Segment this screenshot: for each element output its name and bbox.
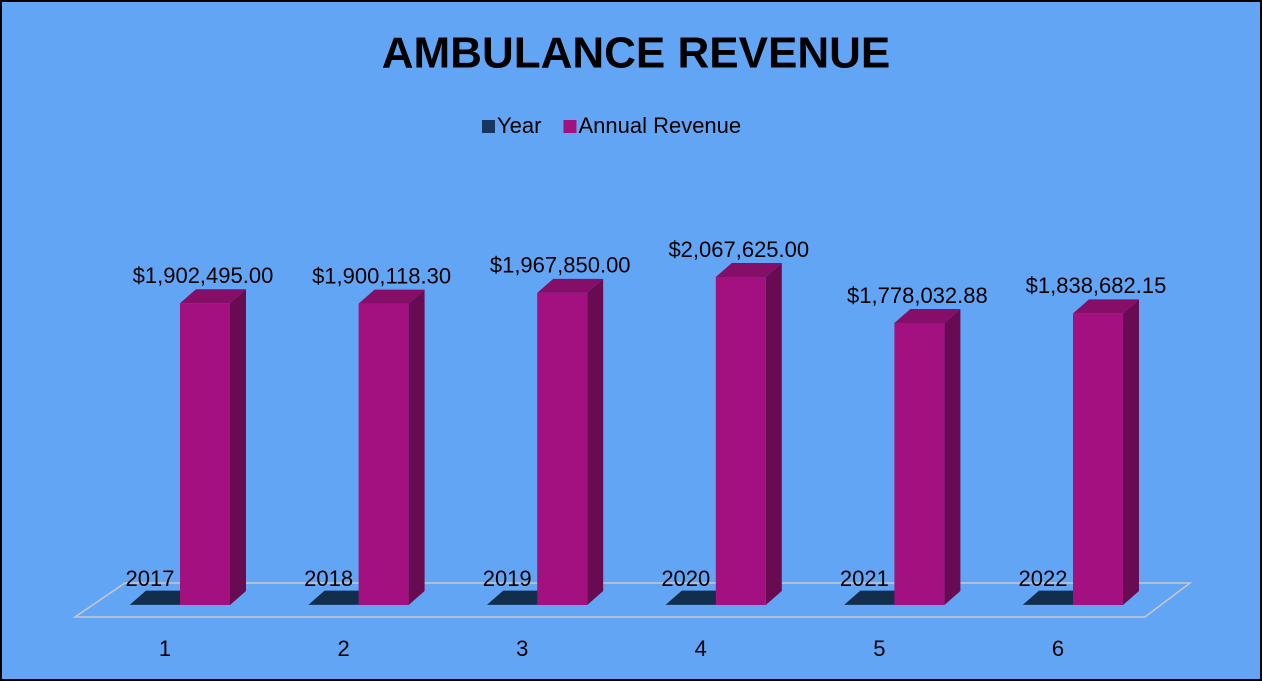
data-label: 2018 (304, 566, 353, 591)
x-tick-label: 6 (1052, 636, 1064, 661)
legend-swatch (482, 120, 495, 133)
bar (894, 308, 961, 605)
data-label: $2,067,625.00 (668, 237, 809, 262)
bar-front (180, 303, 230, 605)
x-tick-label: 2 (337, 636, 349, 661)
bar-side (765, 263, 782, 605)
data-label: $1,967,850.00 (490, 253, 631, 278)
bar-side (230, 289, 246, 605)
bar-front (1073, 313, 1123, 605)
data-label: 2017 (126, 566, 175, 591)
bar-side (408, 289, 425, 605)
data-label: 2022 (1019, 566, 1068, 591)
data-label: $1,838,682.15 (1026, 273, 1167, 298)
x-tick-label: 4 (695, 636, 707, 661)
bar-top (894, 308, 961, 323)
bar-side (587, 278, 604, 605)
bar-front (358, 303, 409, 605)
bar-top (130, 590, 196, 605)
floor (72, 582, 1193, 618)
data-label: $1,902,495.00 (133, 263, 274, 288)
legend-swatch (563, 120, 577, 133)
legend: Year Annual Revenue (482, 113, 741, 138)
bar (537, 278, 604, 605)
bar (1073, 299, 1139, 605)
bar-top (665, 590, 732, 605)
bar (358, 289, 425, 605)
bar-front (715, 277, 766, 605)
data-label: 2021 (840, 566, 889, 591)
bar-top (537, 278, 604, 293)
bar-side (1123, 299, 1139, 605)
bar-top (844, 590, 911, 605)
x-tick-label: 1 (159, 636, 171, 661)
bar-top (358, 289, 425, 304)
legend-label: Year (497, 113, 541, 138)
x-tick-label: 5 (873, 636, 885, 661)
bar (180, 289, 246, 605)
legend-label: Annual Revenue (578, 113, 741, 138)
bar-top (1073, 299, 1139, 314)
bar-top (180, 289, 246, 304)
bar-top (308, 590, 375, 605)
data-label: 2019 (483, 566, 532, 591)
bar-side (944, 308, 961, 605)
chart-title: AMBULANCE REVENUE (382, 29, 890, 78)
x-tick-label: 3 (516, 636, 528, 661)
bar (715, 263, 782, 605)
data-label: $1,778,032.88 (847, 283, 988, 308)
bar-top (715, 263, 782, 277)
data-label: $1,900,118.30 (312, 263, 451, 288)
bar-top (487, 590, 554, 605)
bar-front (537, 292, 588, 605)
bar-top (1023, 590, 1089, 605)
data-label: 2020 (661, 566, 710, 591)
bar-front (894, 322, 945, 605)
